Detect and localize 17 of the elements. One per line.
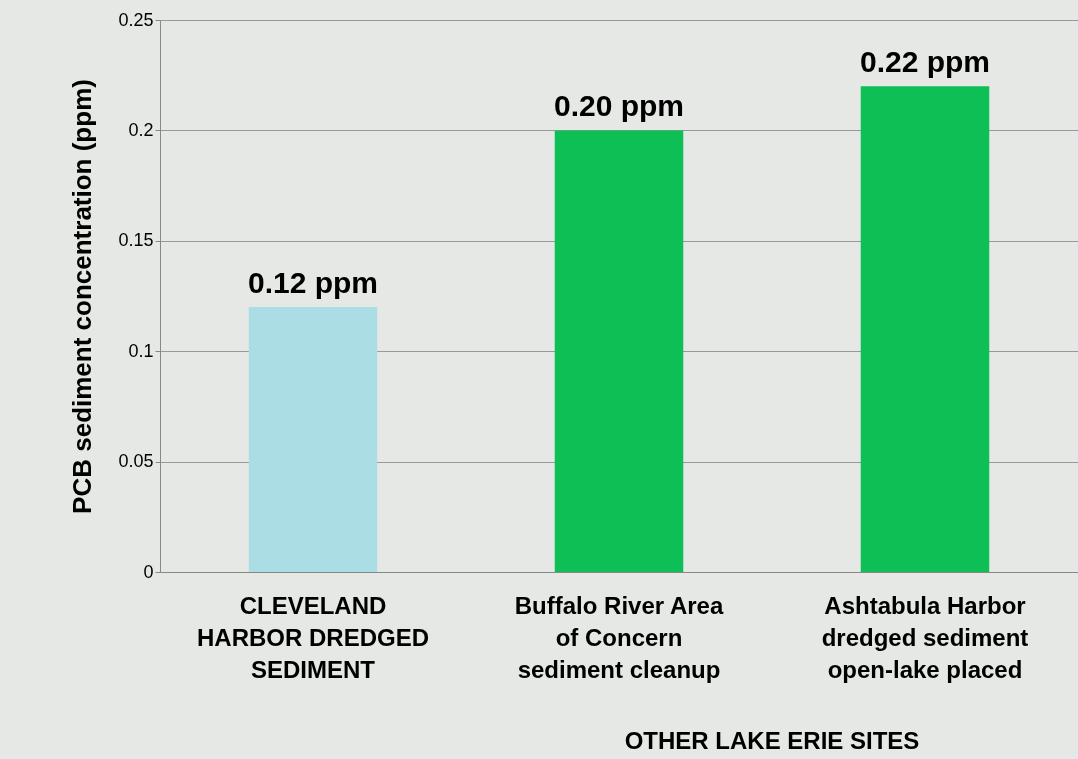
bar	[248, 307, 378, 572]
x-tick-label: Buffalo River Area of Concern sediment cleanup	[514, 591, 724, 683]
x-tick-label: Ashtabula Harbor dredged sediment open-lake placed	[821, 591, 1029, 683]
data-label: 0.22 ppm	[859, 45, 991, 79]
y-tick-label: 0.15	[118, 230, 154, 251]
y-tick-label: 0.1	[128, 340, 154, 361]
y-tick-label: 0	[143, 561, 154, 582]
y-tick-label: 0.25	[118, 9, 154, 30]
data-label: 0.12 ppm	[247, 266, 379, 300]
y-tick-label: 0.05	[118, 451, 154, 472]
y-tick-label: 0.2	[128, 119, 154, 140]
bar	[554, 130, 684, 572]
bar	[860, 86, 990, 572]
text: OTHER LAKE ERIE SITES	[624, 727, 920, 754]
y-axis-title: PCB sediment concentration (ppm)	[67, 79, 98, 514]
data-label: 0.20 ppm	[553, 89, 685, 123]
x-tick-label: CLEVELAND HARBOR DREDGED SEDIMENT	[196, 591, 430, 683]
